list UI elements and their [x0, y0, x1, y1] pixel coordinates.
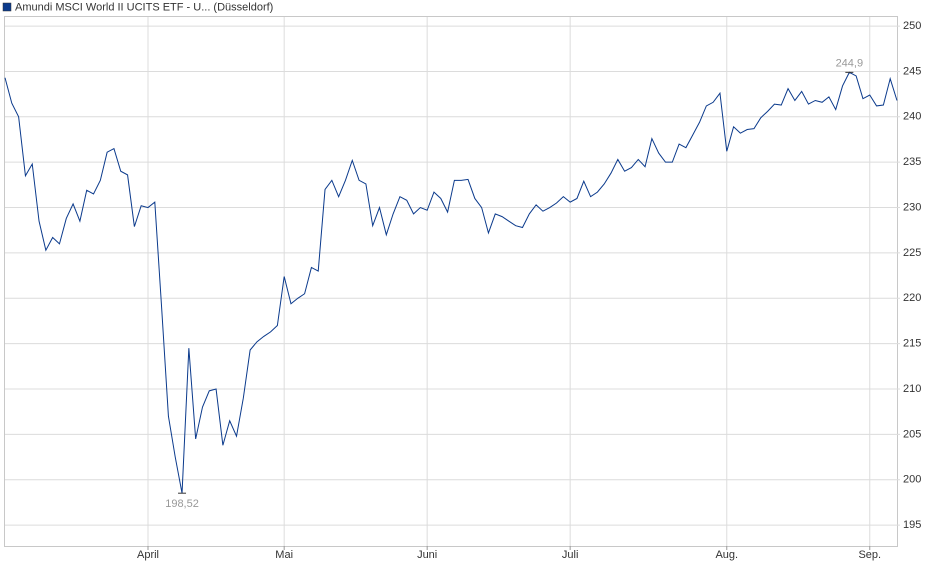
- x-tick-label: Juni: [417, 549, 437, 561]
- x-tick-label: Sep.: [858, 549, 881, 561]
- y-tick-label: 225: [903, 247, 921, 259]
- y-tick-label: 205: [903, 428, 921, 440]
- y-tick-label: 215: [903, 338, 921, 350]
- legend-swatch: [2, 2, 12, 12]
- y-tick-label: 240: [903, 111, 921, 123]
- y-tick-label: 195: [903, 519, 921, 531]
- legend-label: Amundi MSCI World II UCITS ETF - U... (D…: [15, 1, 273, 13]
- y-tick-label: 250: [903, 20, 921, 32]
- y-tick-label: 200: [903, 474, 921, 486]
- y-tick-label: 245: [903, 65, 921, 77]
- y-tick-label: 210: [903, 383, 921, 395]
- x-tick-label: Aug.: [715, 549, 738, 561]
- price-line: [4, 71, 898, 494]
- max-label: 244,9: [836, 57, 864, 69]
- x-tick-label: April: [137, 549, 159, 561]
- x-tick-label: Mai: [275, 549, 293, 561]
- x-tick-label: Juli: [562, 549, 579, 561]
- y-tick-label: 220: [903, 292, 921, 304]
- y-tick-label: 230: [903, 201, 921, 213]
- plot-frame: [4, 16, 898, 547]
- min-label: 198,52: [165, 498, 199, 510]
- y-tick-label: 235: [903, 156, 921, 168]
